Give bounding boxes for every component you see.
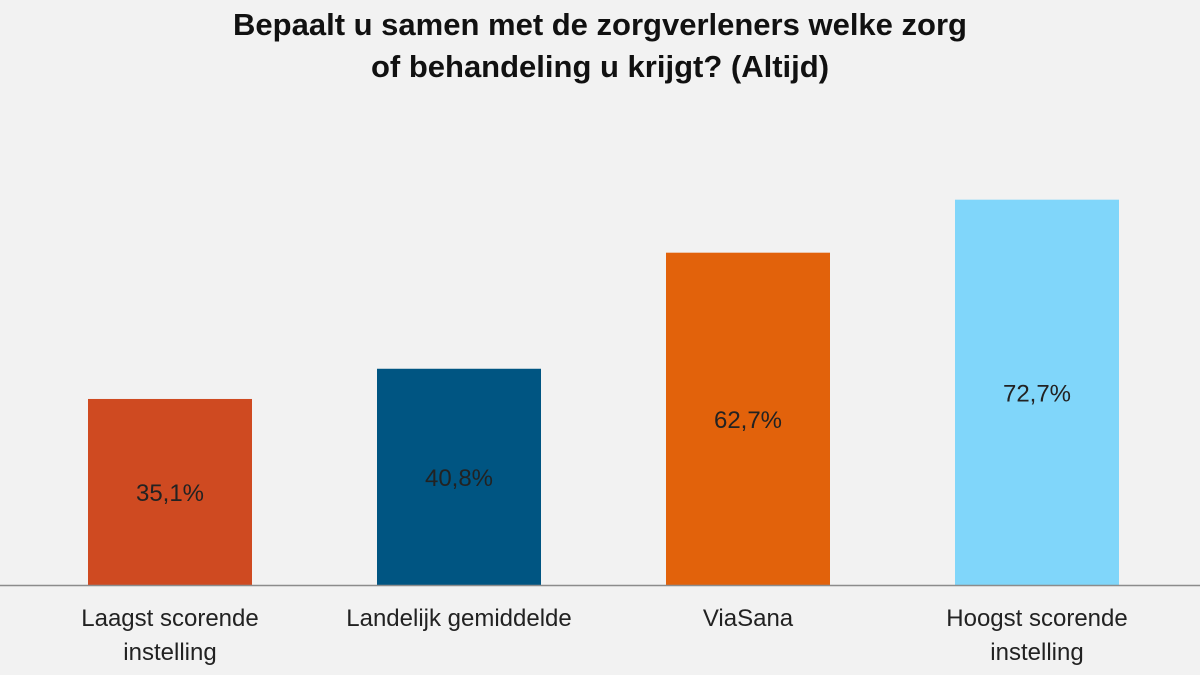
bar bbox=[377, 368, 541, 585]
data-label: 35,1% bbox=[136, 480, 204, 507]
data-label: 62,7% bbox=[714, 407, 782, 434]
chart-title-line-1: Bepaalt u samen met de zorgverleners wel… bbox=[233, 7, 967, 42]
bar bbox=[88, 398, 252, 585]
chart-title-line-2: of behandeling u krijgt? (Altijd) bbox=[370, 49, 830, 84]
bar bbox=[955, 199, 1119, 585]
x-tick-label: ViaSana bbox=[702, 605, 794, 632]
data-label: 40,8% bbox=[425, 465, 493, 492]
data-label: 72,7% bbox=[1003, 380, 1071, 407]
x-tick-label: Laagst scorende instelling bbox=[81, 605, 259, 666]
x-tick-label: Hoogst scorende instelling bbox=[946, 605, 1128, 666]
bar bbox=[666, 252, 830, 585]
chart-title: Bepaalt u samen met de zorgverleners wel… bbox=[0, 4, 1200, 88]
x-tick-label: Landelijk gemiddelde bbox=[346, 605, 572, 632]
